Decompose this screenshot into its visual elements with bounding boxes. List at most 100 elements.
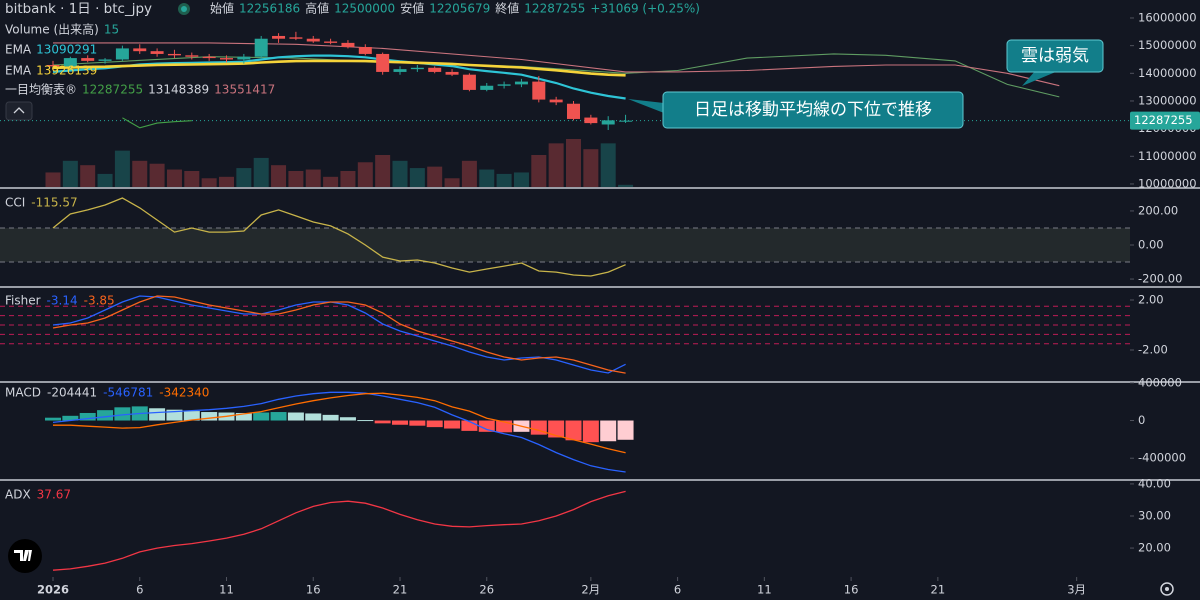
- candle-body: [133, 48, 147, 52]
- x-tick-label: 26: [479, 583, 494, 597]
- histogram-bar: [287, 412, 304, 421]
- histogram-bar: [322, 414, 339, 421]
- y-tick-label: 2.00: [1138, 293, 1164, 307]
- histogram-bar: [409, 420, 426, 426]
- candle-body: [237, 56, 251, 60]
- layer-mid: [52, 42, 1060, 129]
- layer-front: [46, 31, 633, 571]
- volume-bar: [583, 149, 599, 187]
- candle-body: [497, 84, 511, 86]
- histogram-bar: [305, 413, 322, 421]
- callout: 雲は弱気: [1006, 39, 1104, 86]
- candle-body: [584, 117, 598, 124]
- ema-line: [52, 59, 626, 77]
- ohlc-value: 12256186: [239, 2, 300, 16]
- candle-body: [601, 120, 615, 125]
- histogram-bar: [149, 408, 166, 421]
- legend-value: 37.67: [37, 488, 71, 502]
- indicator-line: [52, 490, 626, 571]
- histogram-bar: [392, 420, 408, 425]
- legend-value: 13551417: [214, 83, 275, 97]
- candle-body: [341, 42, 355, 48]
- last-price-box: [1130, 111, 1200, 130]
- legend-name: CCI: [5, 196, 25, 210]
- x-tick-label: 21: [931, 583, 946, 597]
- candle-body: [167, 53, 181, 56]
- volume-bar: [253, 157, 269, 187]
- candle-body: [220, 58, 233, 60]
- legend-name: Volume (出来高): [5, 23, 99, 37]
- x-tick-label: 11: [219, 583, 234, 597]
- legend-value: 13148389: [148, 83, 209, 97]
- y-tick-label: 40.00: [1138, 476, 1171, 490]
- histogram-bar: [374, 420, 391, 424]
- histogram-bar: [339, 417, 356, 421]
- x-tick-label: 6: [674, 583, 681, 597]
- volume-bar: [201, 178, 217, 187]
- volume-bar: [149, 163, 165, 187]
- volume-bar: [618, 184, 634, 187]
- legend-value: -204441: [47, 386, 97, 400]
- legend-name: ADX: [5, 488, 31, 502]
- y-tick-label: 11000000: [1138, 149, 1197, 163]
- settings-dot: [1165, 587, 1169, 591]
- histogram-bar: [62, 415, 79, 421]
- histogram-bar: [496, 420, 513, 433]
- volume-bar: [80, 165, 96, 187]
- histogram-bar: [357, 420, 374, 422]
- candle-body: [150, 51, 164, 54]
- legend-value: -3.14: [47, 294, 78, 308]
- callout-box: [662, 91, 964, 129]
- volume-bar: [548, 143, 564, 187]
- candle-body: [202, 56, 216, 59]
- callout-box: [1006, 39, 1104, 73]
- histogram-bar: [253, 412, 270, 421]
- volume-bar: [479, 169, 495, 187]
- ohlc-label: 安値: [400, 1, 424, 16]
- band-fill: [0, 227, 1130, 263]
- volume-bar: [305, 169, 321, 187]
- histogram-bar: [270, 412, 287, 421]
- histogram-bar: [45, 417, 61, 421]
- candle-body: [185, 55, 199, 57]
- volume-bar: [375, 155, 391, 187]
- callout-text: 日足は移動平均線の下位で推移: [694, 100, 932, 120]
- histogram-bar: [600, 420, 617, 442]
- y-tick-label: 400000: [1138, 375, 1182, 389]
- candle-body: [445, 71, 459, 75]
- candle-body: [393, 69, 407, 72]
- candle-body: [63, 58, 77, 67]
- legend-value: -546781: [103, 386, 153, 400]
- histogram-bar: [114, 407, 131, 421]
- volume-bar: [236, 168, 252, 187]
- candle-body: [254, 38, 268, 57]
- status-dot: [181, 6, 187, 12]
- x-tick-label: 11: [757, 583, 772, 597]
- ohlc-value: 12205679: [429, 2, 490, 16]
- legend-name: EMA: [5, 64, 32, 78]
- candle-body: [428, 67, 442, 72]
- settings-ring: [1160, 582, 1174, 596]
- change-label: +31069 (+0.25%): [590, 2, 700, 16]
- volume-bar: [357, 162, 373, 187]
- x-tick-label: 2月: [581, 583, 600, 597]
- volume-bar: [531, 155, 547, 187]
- candle-body: [619, 120, 633, 122]
- callout: 日足は移動平均線の下位で推移: [628, 91, 964, 129]
- volume-bar: [496, 173, 512, 187]
- candle-body: [410, 67, 424, 70]
- candle-body: [81, 58, 95, 61]
- layer-back: [0, 17, 1134, 581]
- histogram-bar: [548, 420, 565, 438]
- candle-body: [480, 85, 494, 90]
- volume-bar: [600, 143, 616, 187]
- candle-body: [98, 59, 112, 61]
- volume-bar: [513, 172, 529, 187]
- legend-value: 13090291: [36, 43, 97, 57]
- settings-icon[interactable]: [1160, 582, 1174, 596]
- collapse-button[interactable]: [5, 101, 33, 121]
- candle-body: [115, 48, 129, 60]
- legend-name: EMA: [5, 43, 32, 57]
